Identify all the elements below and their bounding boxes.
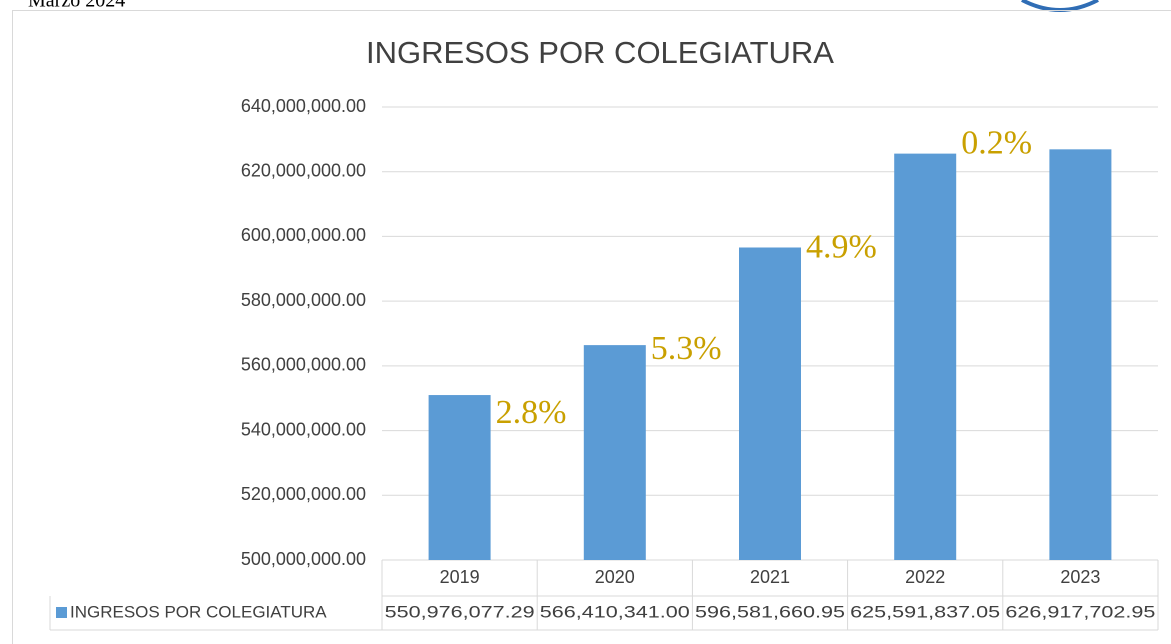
- x-tick-label: 2020: [595, 567, 635, 587]
- bar: [583, 345, 646, 560]
- table-value: 626,917,702.95: [1005, 602, 1155, 621]
- y-tick-label: 640,000,000.00: [241, 96, 366, 116]
- growth-annotation: 4.9%: [806, 228, 877, 265]
- y-tick-label: 520,000,000.00: [241, 484, 366, 504]
- y-tick-label: 580,000,000.00: [241, 290, 366, 310]
- y-tick-label: 540,000,000.00: [241, 419, 366, 439]
- y-tick-label: 620,000,000.00: [241, 160, 366, 180]
- chart-title: INGRESOS POR COLEGIATURA: [366, 35, 834, 70]
- legend-swatch: [56, 607, 67, 618]
- growth-annotation: 5.3%: [651, 330, 722, 367]
- table-value: 550,976,077.29: [385, 602, 535, 621]
- growth-annotation: 0.2%: [961, 124, 1032, 161]
- logo: [1021, 0, 1099, 12]
- bar: [894, 153, 957, 560]
- chart-border: [12, 10, 1171, 644]
- x-tick-label: 2022: [905, 567, 945, 587]
- x-tick-label: 2021: [750, 567, 790, 587]
- y-tick-label: 560,000,000.00: [241, 355, 366, 375]
- header-date: Marzo 2024: [28, 0, 125, 12]
- table-value: 566,410,341.00: [540, 602, 690, 621]
- x-tick-label: 2023: [1060, 567, 1100, 587]
- bar: [428, 395, 491, 560]
- growth-annotation: 2.8%: [496, 394, 567, 431]
- legend-label: INGRESOS POR COLEGIATURA: [70, 602, 327, 621]
- y-tick-label: 500,000,000.00: [241, 549, 366, 569]
- y-tick-label: 600,000,000.00: [241, 225, 366, 245]
- bar: [739, 247, 801, 561]
- x-tick-label: 2019: [440, 567, 480, 587]
- table-value: 596,581,660.95: [695, 602, 845, 621]
- table-value: 625,591,837.05: [850, 602, 1000, 621]
- bar: [1049, 149, 1112, 561]
